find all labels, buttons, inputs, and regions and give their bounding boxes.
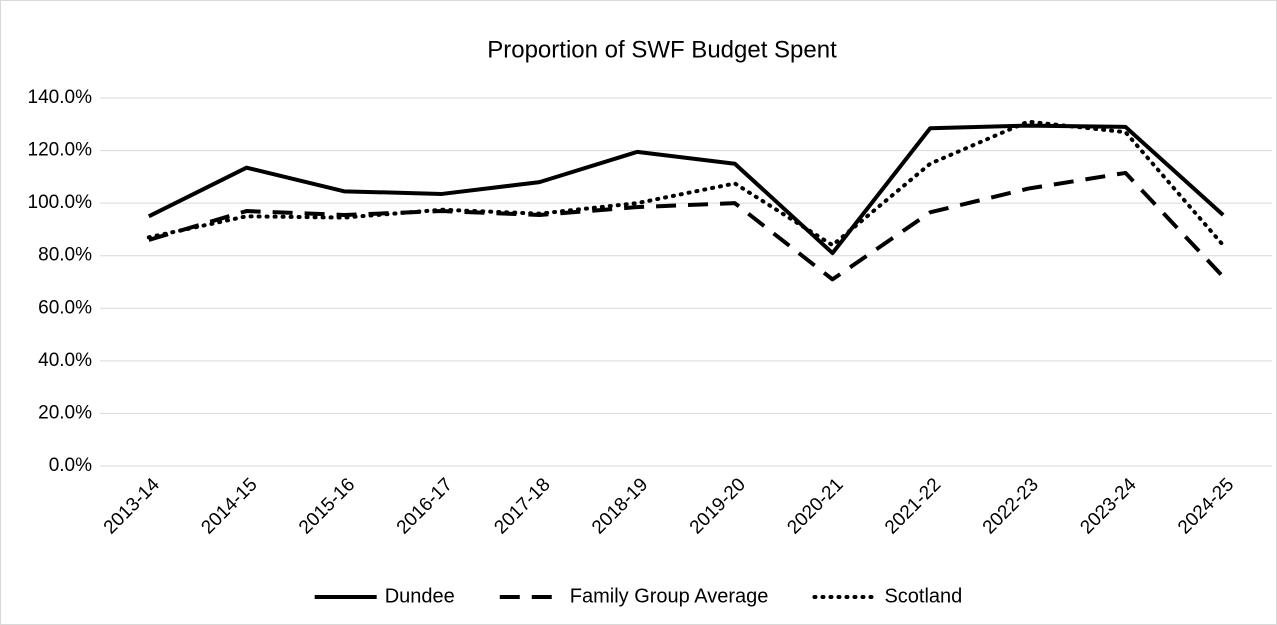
y-tick-label: 100.0%	[28, 192, 93, 213]
y-tick-label: 140.0%	[28, 87, 93, 108]
y-tick-label: 120.0%	[28, 140, 93, 161]
legend-label: Scotland	[884, 585, 962, 607]
y-tick-label: 60.0%	[38, 297, 92, 318]
y-tick-label: 80.0%	[38, 245, 92, 266]
y-tick-label: 0.0%	[49, 455, 92, 476]
y-tick-label: 20.0%	[38, 402, 92, 423]
chart-title: Proportion of SWF Budget Spent	[487, 36, 837, 63]
legend-label: Family Group Average	[570, 585, 769, 607]
y-tick-label: 40.0%	[38, 350, 92, 371]
series-line	[147, 123, 1225, 256]
legend-label: Dundee	[385, 585, 455, 607]
